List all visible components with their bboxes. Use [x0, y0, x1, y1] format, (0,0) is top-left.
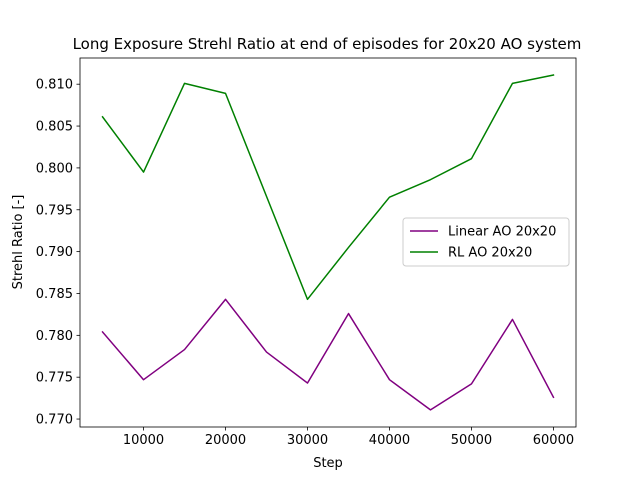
legend: Linear AO 20x20 RL AO 20x20 [402, 217, 570, 267]
axes-frame [79, 57, 577, 428]
y-tick-label: 0.810 [36, 78, 73, 93]
x-tick-label: 10000 [123, 433, 164, 448]
y-tick-label: 0.790 [36, 245, 73, 260]
y-tick-label: 0.770 [36, 413, 73, 428]
y-tick-label: 0.800 [36, 161, 73, 176]
y-tick-label: 0.805 [36, 120, 73, 135]
x-tick-label: 50000 [451, 433, 492, 448]
series-line-1 [101, 298, 555, 411]
series-line-2 [101, 74, 555, 301]
y-tick-label: 0.775 [36, 371, 73, 386]
x-tick-label: 60000 [533, 433, 574, 448]
legend-label-1: Linear AO 20x20 [448, 225, 556, 240]
y-axis-label: Strehl Ratio [-] [11, 195, 26, 290]
legend-box [402, 217, 570, 267]
x-tick-label: 30000 [287, 433, 328, 448]
legend-label-2: RL AO 20x20 [448, 246, 532, 261]
x-tick-label: 40000 [369, 433, 410, 448]
x-axis-label: Step [313, 456, 343, 471]
chart-title: Long Exposure Strehl Ratio at end of epi… [73, 35, 582, 53]
x-tick-label: 20000 [205, 433, 246, 448]
y-tick-label: 0.785 [36, 287, 73, 302]
plot-area: 10000 20000 30000 40000 50000 60000 0.770 0.775… [36, 57, 577, 448]
y-tick-label: 0.795 [36, 203, 73, 218]
y-tick-label: 0.780 [36, 329, 73, 344]
